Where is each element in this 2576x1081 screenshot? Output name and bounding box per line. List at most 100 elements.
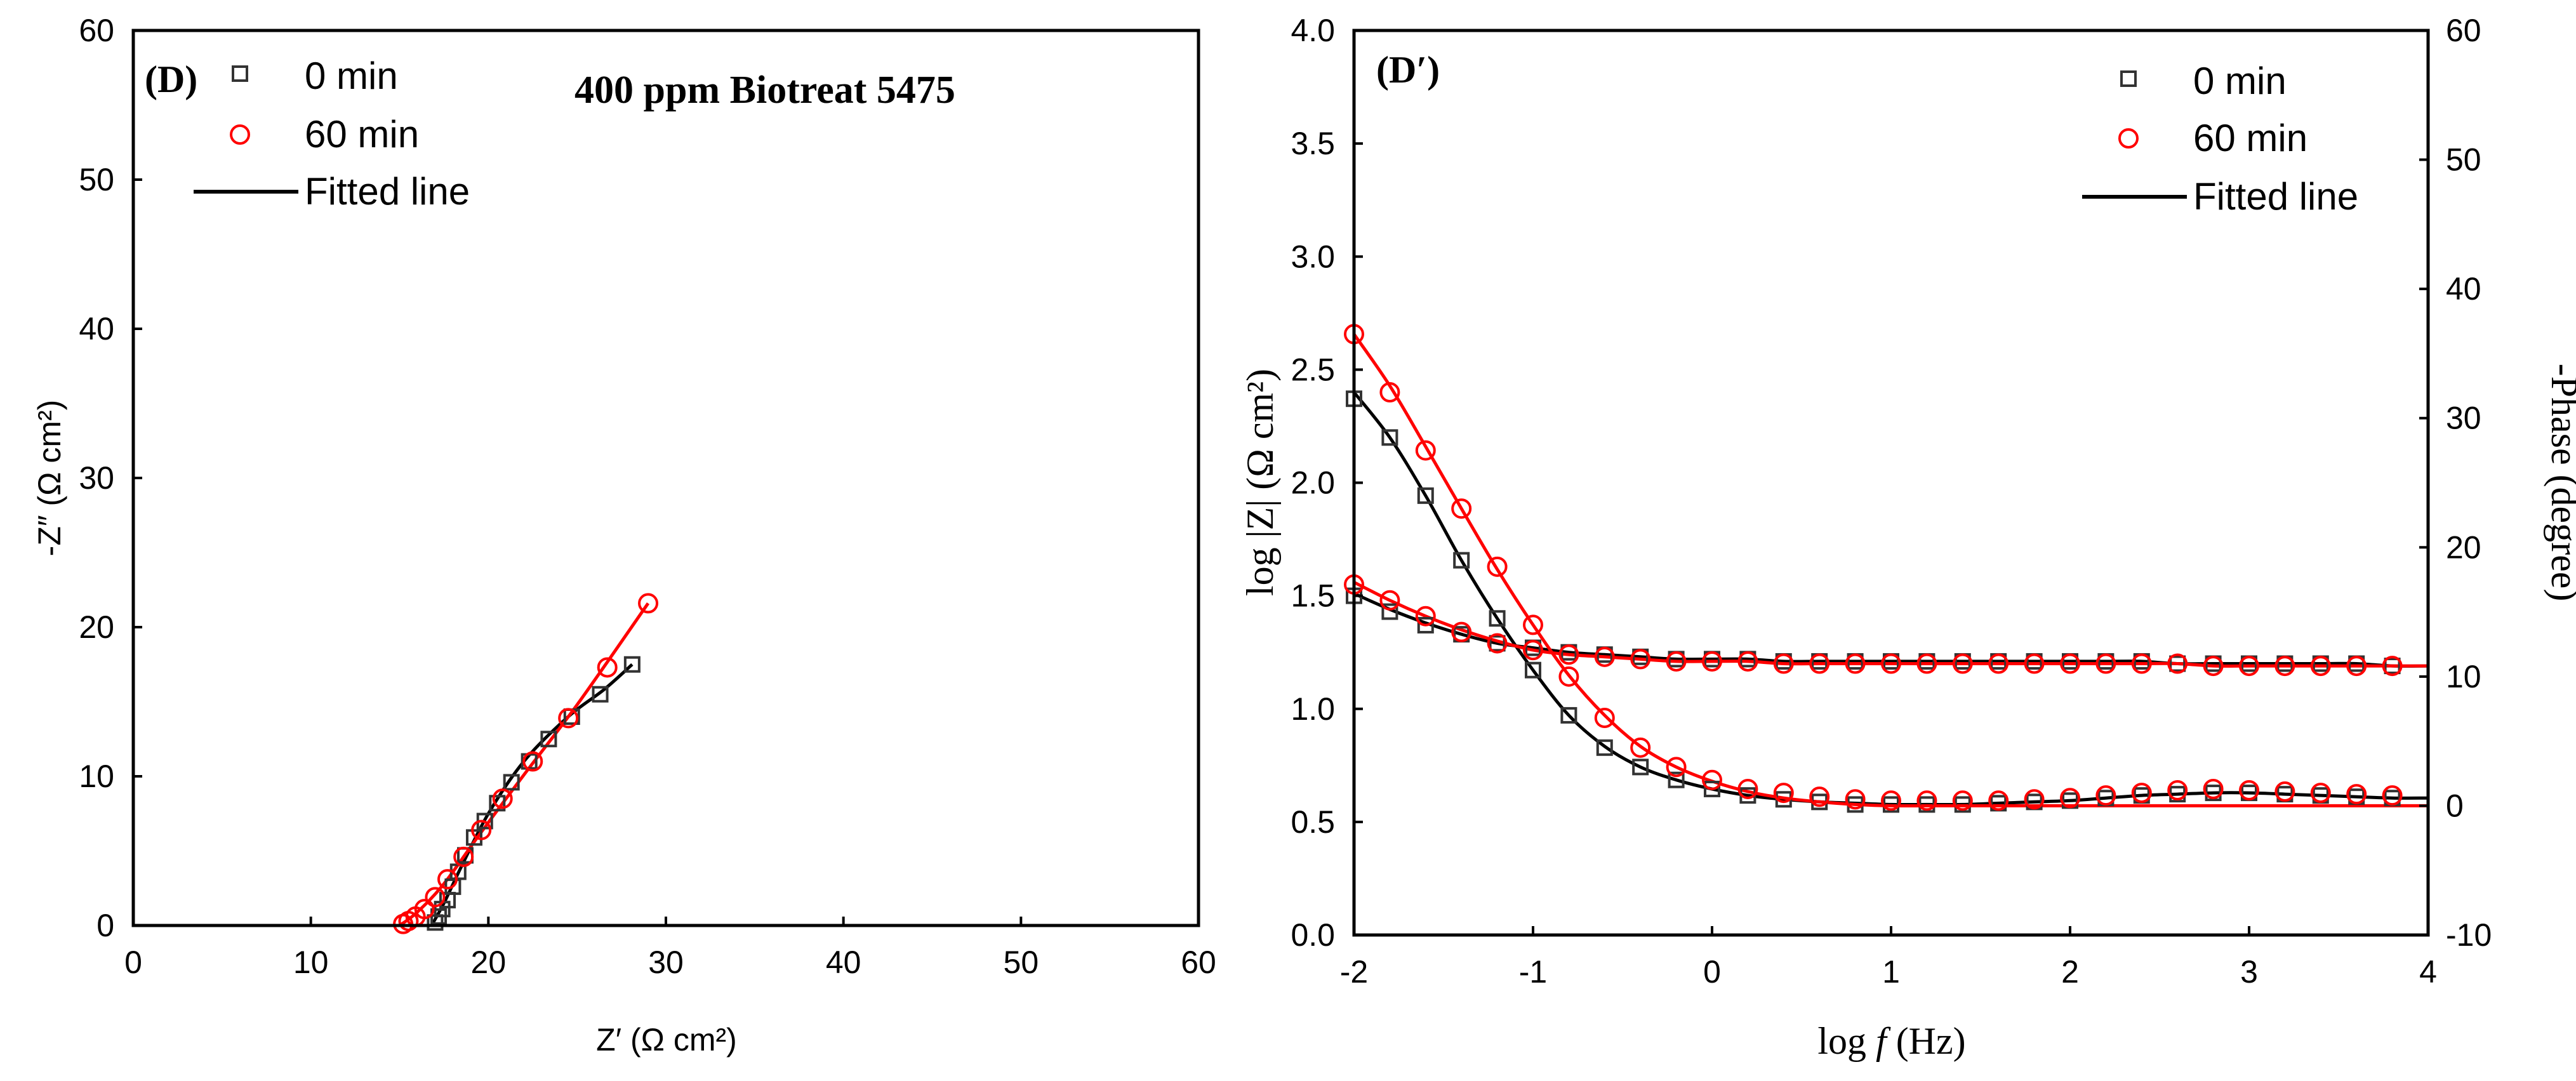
bode-data-point — [2024, 789, 2045, 810]
bode-data-point — [2382, 656, 2403, 677]
bode-ytick-label: 3.5 — [1291, 126, 1335, 161]
bode-ytick-label: 2.0 — [1291, 465, 1335, 501]
bode-data-point — [2203, 656, 2224, 677]
bode-data-point — [2167, 653, 2188, 674]
bode-data-point — [1916, 790, 1937, 811]
nyquist-data-point — [623, 656, 641, 673]
nyquist-data-point — [471, 819, 492, 840]
bode-data-point — [1952, 653, 1973, 674]
legend-60min-label: 60 min — [2193, 117, 2307, 159]
bode-data-point — [2095, 653, 2116, 674]
bode-data-point — [2274, 781, 2295, 802]
nyquist-xtick-label: 50 — [1004, 945, 1039, 980]
bode-data-point — [1881, 790, 1901, 811]
bode-data-point — [2310, 783, 2331, 804]
bode-data-point — [1630, 649, 1651, 670]
bode-legend: 0 min 60 min Fitted line — [2082, 60, 2358, 218]
bode-ytick-label: 0.5 — [1291, 804, 1335, 840]
nyquist-data-point — [522, 751, 543, 772]
bode-data-point — [1487, 556, 1508, 577]
bode-xtick-label: 4 — [2419, 954, 2437, 990]
nyquist-xtick-label: 0 — [124, 945, 142, 980]
bode-data-point — [1845, 789, 1866, 810]
legend-circle-marker — [2118, 128, 2139, 149]
bode-data-point — [1415, 440, 1436, 461]
bode-data-point — [1489, 635, 1506, 652]
nyquist-fitted-line — [430, 663, 634, 927]
bode-data-point — [1773, 653, 1794, 674]
bode-data-point — [1594, 708, 1615, 728]
bode-y2tick-label: 50 — [2446, 142, 2481, 178]
bode-y2tick-label: 0 — [2446, 788, 2464, 823]
nyquist-data-point — [540, 731, 557, 748]
bode-data-point — [1558, 644, 1579, 665]
nyquist-data-point — [638, 593, 659, 614]
nyquist-data-point — [597, 657, 618, 678]
bode-ytick-label: 1.0 — [1291, 691, 1335, 727]
bode-ytick-label: 1.5 — [1291, 578, 1335, 614]
bode-data-point — [1523, 640, 1543, 661]
legend-60min-label: 60 min — [305, 113, 419, 156]
bode-data-point — [2239, 780, 2259, 800]
bode-data-point — [1487, 633, 1508, 654]
nyquist-xtick-label: 40 — [826, 945, 861, 980]
nyquist-data-point — [437, 869, 458, 890]
nyquist-title: 400 ppm Biotreat 5475 — [574, 69, 955, 112]
bode-data-point — [1525, 661, 1541, 679]
bode-data-point — [1668, 771, 1685, 788]
bode-data-point — [1737, 651, 1758, 672]
nyquist-plot-frame — [131, 29, 1200, 927]
bode-data-point — [2274, 656, 2295, 677]
bode-data-point — [2169, 655, 2186, 672]
bode-data-point — [2095, 785, 2116, 806]
nyquist-data-point — [465, 829, 482, 846]
bode-data-point — [2131, 653, 2152, 674]
bode-y2tick-label: 40 — [2446, 271, 2481, 307]
nyquist-data-point — [592, 686, 609, 703]
bode-ytick-label: 2.5 — [1291, 352, 1335, 387]
bode-data-point — [1666, 651, 1687, 672]
bode-plot-frame — [1352, 29, 2430, 937]
legend-0min-label: 0 min — [2193, 60, 2287, 102]
bode-data-point — [1704, 780, 1720, 797]
bode-data-point — [1988, 790, 2009, 811]
nyquist-ytick-label: 30 — [79, 460, 114, 496]
nyquist-legend: 0 min 60 min Fitted line — [194, 55, 470, 213]
bode-ytick-label: 0.0 — [1291, 917, 1335, 953]
bode-data-point — [2167, 780, 2188, 800]
bode-panel: -2 -1 0 1 2 3 40.00.51.01.52.02.53.03.54.0-100… — [1239, 13, 2576, 1062]
bode-data-point — [1379, 382, 1400, 402]
bode-data-point — [1451, 498, 1472, 519]
bode-data-point — [1809, 786, 1830, 807]
nyquist-data-point — [414, 899, 435, 920]
bode-fitted-line — [1353, 581, 2428, 668]
bode-data-point — [1523, 614, 1543, 635]
legend-0min-label: 0 min — [305, 55, 398, 97]
bode-data-point — [1417, 616, 1434, 633]
bode-xtick-label: -2 — [1340, 954, 1368, 990]
bode-data-point — [1379, 590, 1400, 611]
nyquist-ytick-label: 0 — [96, 908, 114, 943]
nyquist-data-point — [425, 887, 446, 908]
bode-data-point — [1381, 603, 1398, 620]
bode-data-point — [1702, 651, 1722, 672]
bode-data-point — [1558, 666, 1579, 687]
nyquist-xtick-label: 20 — [471, 945, 507, 980]
bode-data-point — [1845, 653, 1866, 674]
bode-data-point — [1702, 769, 1722, 790]
bode-ylabel: log |Z| (Ω cm²) — [1239, 369, 1281, 596]
bode-y2tick-label: 10 — [2446, 659, 2481, 694]
bode-xlabel-prefix: log — [1817, 1020, 1876, 1062]
bode-y2tick-label: 30 — [2446, 401, 2481, 436]
bode-ytick-label: 3.0 — [1291, 239, 1335, 274]
bode-data-point — [2382, 785, 2403, 806]
bode-data-point — [2060, 653, 2080, 674]
bode-xtick-label: 0 — [1703, 954, 1721, 990]
bode-data-point — [1916, 653, 1937, 674]
nyquist-ylabel: -Z″ (Ω cm²) — [32, 400, 67, 557]
bode-data-point — [2131, 783, 2152, 804]
bode-y2label: -Phase (degree) — [2544, 364, 2576, 602]
legend-square-marker — [2120, 70, 2137, 87]
bode-data-point — [1988, 653, 2009, 674]
